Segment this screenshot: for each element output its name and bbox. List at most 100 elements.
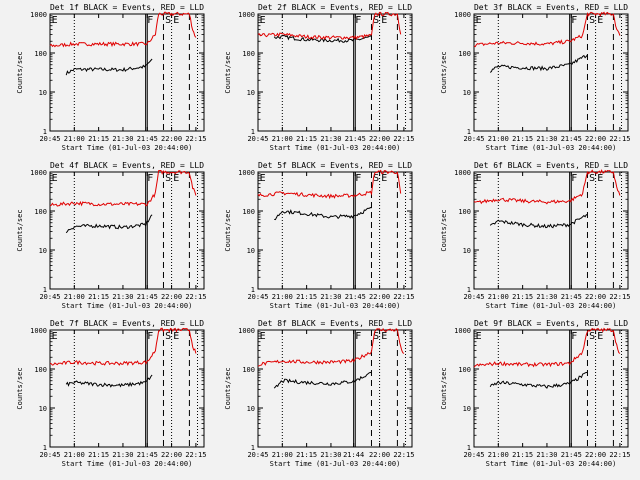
event-marker-label: E <box>260 173 266 184</box>
plot-frame <box>473 329 629 448</box>
x-tick-label: 20:45 <box>463 135 484 143</box>
y-tick-label: 1 <box>251 128 255 136</box>
plot-frame <box>473 13 629 132</box>
chart-title: Det 2f BLACK = Events, RED = LLD <box>258 3 412 12</box>
plot-frame <box>49 13 205 132</box>
y-tick-label: 1 <box>467 444 471 452</box>
x-tick-label: 21:30 <box>112 293 133 301</box>
plot-frame <box>473 171 629 290</box>
chart-panel-7: Det 7f BLACK = Events, RED = LLD 20:45 21:… <box>16 319 206 468</box>
x-axis-label: Start Time (01-Jul-03 20:44:00) <box>270 302 401 310</box>
y-tick-label: 100 <box>458 208 471 216</box>
x-tick-label: 20:45 <box>39 135 60 143</box>
y-tick-label: 100 <box>458 50 471 58</box>
y-axis-label: Counts/sec <box>16 51 24 93</box>
x-tick-label: 21:30 <box>112 135 133 143</box>
y-tick-label: 100 <box>242 50 255 58</box>
y-tick-label: 1 <box>467 128 471 136</box>
lld-series-line <box>49 170 197 207</box>
lld-series-line <box>473 169 621 205</box>
y-tick-label: 10 <box>39 89 47 97</box>
event-marker-label: F <box>355 15 361 26</box>
y-axis-label: Counts/sec <box>16 209 24 251</box>
x-axis-label: Start Time (01-Jul-03 20:44:00) <box>62 144 193 152</box>
y-tick-label: 1 <box>251 444 255 452</box>
x-tick-label: 21:15 <box>512 135 533 143</box>
plot-frame <box>257 171 413 290</box>
event-marker-label: F <box>147 331 153 342</box>
chart-title: Det 8f BLACK = Events, RED = LLD <box>258 319 412 328</box>
events-series-line <box>489 54 588 73</box>
chart-title: Det 9f BLACK = Events, RED = LLD <box>474 319 628 328</box>
event-marker-label: E <box>381 331 387 342</box>
plot-frame <box>49 329 205 448</box>
x-tick-label: 21:00 <box>488 293 509 301</box>
y-tick-label: 1000 <box>30 327 47 335</box>
x-tick-label: 21:30 <box>320 451 341 459</box>
event-marker-label: E <box>52 331 58 342</box>
chart-panel-9: Det 9f BLACK = Events, RED = LLD 20:45 21:… <box>440 319 630 468</box>
x-tick-label: 22:00 <box>585 135 606 143</box>
event-marker-label: E <box>476 15 482 26</box>
x-tick-label: 21:30 <box>536 451 557 459</box>
chart-panel-8: Det 8f BLACK = Events, RED = LLD 20:45 21:… <box>224 319 414 468</box>
x-tick-label: 21:44 <box>343 451 364 459</box>
x-tick-label: 20:45 <box>247 451 268 459</box>
x-tick-label: 22:00 <box>369 451 390 459</box>
chart-title: Det 1f BLACK = Events, RED = LLD <box>50 3 204 12</box>
x-tick-label: 20:45 <box>463 293 484 301</box>
x-tick-label: 22:15 <box>393 451 414 459</box>
chart-title: Det 5f BLACK = Events, RED = LLD <box>258 161 412 170</box>
x-tick-label: 21:00 <box>64 293 85 301</box>
x-axis-label: Start Time (01-Jul-03 20:44:00) <box>62 302 193 310</box>
x-tick-label: 22:15 <box>609 451 630 459</box>
y-axis-label: Counts/sec <box>224 209 232 251</box>
event-marker-label: E <box>260 331 266 342</box>
x-tick-label: 21:15 <box>512 293 533 301</box>
x-tick-label: 21:45 <box>561 451 582 459</box>
y-tick-label: 10 <box>463 89 471 97</box>
x-tick-label: 22:15 <box>609 135 630 143</box>
x-tick-label: 21:30 <box>112 451 133 459</box>
plot-frame <box>257 13 413 132</box>
y-tick-label: 1 <box>43 128 47 136</box>
y-axis-label: Counts/sec <box>224 367 232 409</box>
y-tick-label: 1000 <box>454 11 471 19</box>
x-axis-label: Start Time (01-Jul-03 20:44:00) <box>270 144 401 152</box>
events-series-line <box>274 207 372 221</box>
x-tick-label: 21:15 <box>296 293 317 301</box>
x-tick-label: 22:15 <box>185 293 206 301</box>
event-marker-label: S <box>165 15 171 26</box>
x-tick-label: 20:45 <box>39 293 60 301</box>
lld-series-line <box>473 11 621 48</box>
x-tick-label: 21:15 <box>88 293 109 301</box>
y-tick-label: 10 <box>39 247 47 255</box>
x-tick-label: 22:15 <box>609 293 630 301</box>
x-tick-label: 21:30 <box>536 293 557 301</box>
event-marker-label: F <box>147 15 153 26</box>
lld-series-line <box>473 327 621 368</box>
x-tick-label: 21:00 <box>272 451 293 459</box>
x-tick-label: 22:15 <box>393 135 414 143</box>
y-tick-label: 1 <box>251 286 255 294</box>
x-tick-label: 22:00 <box>585 293 606 301</box>
event-marker-label: E <box>173 173 179 184</box>
x-tick-label: 21:45 <box>345 135 366 143</box>
event-marker-label: E <box>260 15 266 26</box>
lld-series-line <box>257 11 402 41</box>
event-marker-label: E <box>476 173 482 184</box>
y-tick-label: 1000 <box>238 169 255 177</box>
y-tick-label: 10 <box>463 247 471 255</box>
y-tick-label: 10 <box>247 405 255 413</box>
y-tick-label: 1000 <box>454 169 471 177</box>
event-marker-label: F <box>355 173 361 184</box>
x-tick-label: 21:00 <box>488 451 509 459</box>
event-marker-label: E <box>52 15 58 26</box>
x-tick-label: 22:00 <box>369 135 390 143</box>
x-tick-label: 22:00 <box>369 293 390 301</box>
events-series-line <box>489 371 588 389</box>
event-marker-label: F <box>571 331 577 342</box>
x-tick-label: 22:15 <box>185 451 206 459</box>
x-tick-label: 21:00 <box>272 293 293 301</box>
x-tick-label: 21:15 <box>88 135 109 143</box>
